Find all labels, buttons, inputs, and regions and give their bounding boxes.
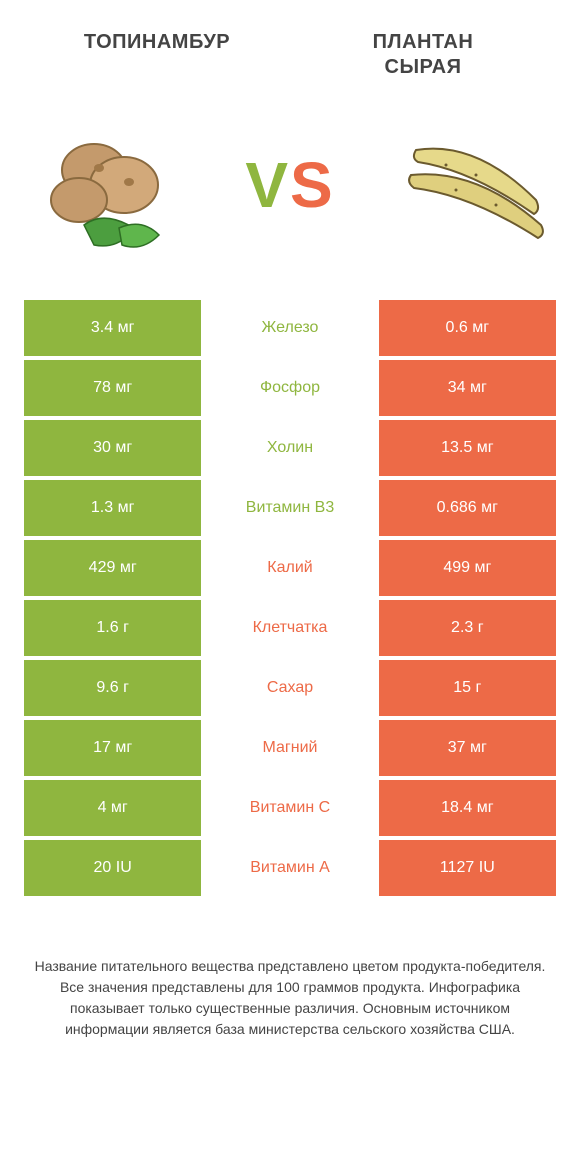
value-right: 499 мг (379, 540, 556, 596)
header-right: ПЛАНТАН СЫРАЯ (290, 30, 556, 80)
table-row: 4 мгВитамин C18.4 мг (24, 780, 556, 836)
nutrient-label: Витамин A (201, 840, 378, 896)
value-left: 20 IU (24, 840, 201, 896)
value-left: 3.4 мг (24, 300, 201, 356)
table-row: 1.6 гКлетчатка2.3 г (24, 600, 556, 656)
value-right: 1127 IU (379, 840, 556, 896)
value-right: 34 мг (379, 360, 556, 416)
header-left: ТОПИНАМБУР (24, 30, 290, 55)
table-row: 429 мгКалий499 мг (24, 540, 556, 596)
value-right: 0.6 мг (379, 300, 556, 356)
table-row: 9.6 гСахар15 г (24, 660, 556, 716)
product-image-right (386, 110, 556, 260)
nutrient-label: Железо (201, 300, 378, 356)
product-title-left: ТОПИНАМБУР (24, 30, 290, 55)
value-right: 0.686 мг (379, 480, 556, 536)
value-left: 9.6 г (24, 660, 201, 716)
value-right: 18.4 мг (379, 780, 556, 836)
nutrient-label: Фосфор (201, 360, 378, 416)
nutrient-label: Витамин C (201, 780, 378, 836)
table-row: 3.4 мгЖелезо0.6 мг (24, 300, 556, 356)
vs-s: S (290, 149, 335, 221)
nutrient-label: Холин (201, 420, 378, 476)
table-row: 1.3 мгВитамин B30.686 мг (24, 480, 556, 536)
vs-v: V (245, 149, 290, 221)
vs-label: VS (245, 148, 334, 222)
value-left: 78 мг (24, 360, 201, 416)
header: ТОПИНАМБУР ПЛАНТАН СЫРАЯ (24, 30, 556, 80)
images-row: VS (24, 110, 556, 260)
nutrient-label: Калий (201, 540, 378, 596)
footnote-line: Название питательного вещества представл… (35, 958, 546, 974)
value-left: 1.3 мг (24, 480, 201, 536)
nutrient-label: Сахар (201, 660, 378, 716)
product-image-left (24, 110, 194, 260)
footnote-line: Все значения представлены для 100 граммо… (60, 979, 425, 995)
value-left: 4 мг (24, 780, 201, 836)
nutrient-label: Магний (201, 720, 378, 776)
nutrient-label: Витамин B3 (201, 480, 378, 536)
table-row: 78 мгФосфор34 мг (24, 360, 556, 416)
value-left: 30 мг (24, 420, 201, 476)
comparison-infographic: ТОПИНАМБУР ПЛАНТАН СЫРАЯ VS (0, 0, 580, 1174)
value-right: 15 г (379, 660, 556, 716)
footnote: Название питательного вещества представл… (24, 956, 556, 1040)
table-row: 20 IUВитамин A1127 IU (24, 840, 556, 896)
product-title-right: ПЛАНТАН СЫРАЯ (290, 30, 556, 80)
comparison-table: 3.4 мгЖелезо0.6 мг78 мгФосфор34 мг30 мгХ… (24, 300, 556, 896)
value-right: 37 мг (379, 720, 556, 776)
value-right: 2.3 г (379, 600, 556, 656)
value-left: 17 мг (24, 720, 201, 776)
table-row: 17 мгМагний37 мг (24, 720, 556, 776)
value-left: 1.6 г (24, 600, 201, 656)
nutrient-label: Клетчатка (201, 600, 378, 656)
value-right: 13.5 мг (379, 420, 556, 476)
value-left: 429 мг (24, 540, 201, 596)
table-row: 30 мгХолин13.5 мг (24, 420, 556, 476)
